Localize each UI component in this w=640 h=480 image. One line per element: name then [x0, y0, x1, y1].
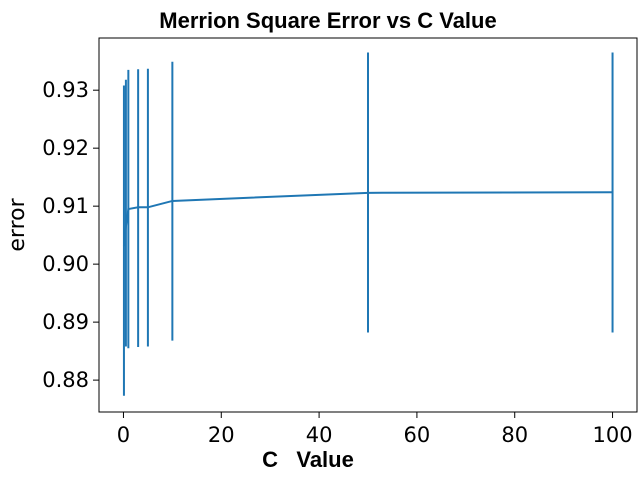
plot-frame: [98, 37, 638, 413]
y-tick-label: 0.91: [42, 194, 89, 218]
y-tick-label: 0.93: [42, 78, 89, 102]
y-tick-label: 0.88: [42, 368, 89, 392]
x-tick-label: 0: [117, 423, 130, 447]
x-tick-label: 80: [501, 423, 528, 447]
x-tick-label: 100: [592, 423, 632, 447]
x-tick-label: 20: [208, 423, 235, 447]
y-axis-label: error: [5, 197, 30, 251]
y-tick-label: 0.89: [42, 310, 89, 334]
x-axis: 0 20 40 60 80 100: [117, 412, 633, 447]
x-tick-label: 40: [306, 423, 333, 447]
x-tick-label: 60: [404, 423, 431, 447]
x-axis-label: C Value: [262, 447, 354, 472]
error-bars: [122, 52, 614, 396]
y-tick-label: 0.90: [42, 252, 89, 276]
series-line: [122, 191, 613, 247]
chart-title: Merrion Square Error vs C Value: [159, 8, 496, 33]
y-tick-label: 0.92: [42, 136, 89, 160]
y-axis: 0.88 0.89 0.90 0.91 0.92 0.93: [42, 78, 99, 392]
